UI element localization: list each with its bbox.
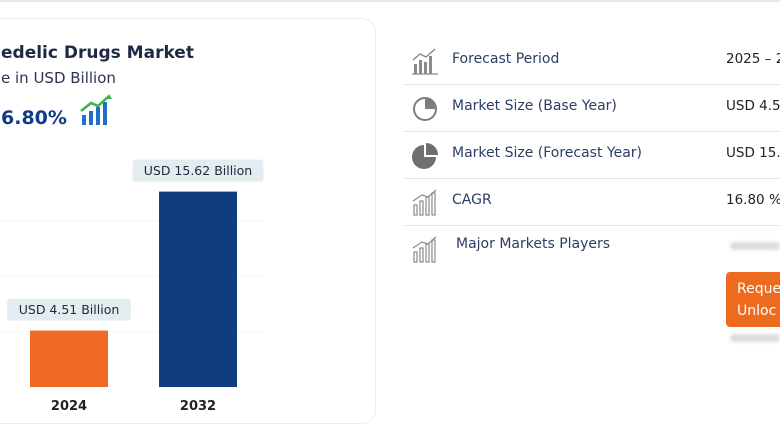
row-label: Market Size (Base Year) bbox=[452, 98, 617, 114]
market-summary-table: Forecast Period 2025 – 2 Market Size (Ba… bbox=[404, 38, 780, 346]
chart-subtitle: e in USD Billion bbox=[1, 69, 116, 87]
top-divider bbox=[0, 0, 780, 2]
bar-chart-icon bbox=[412, 48, 438, 75]
row-value: USD 15.6 bbox=[726, 145, 780, 161]
category-label: 2024 bbox=[51, 399, 87, 414]
table-row-forecast-period: Forecast Period 2025 – 2 bbox=[404, 38, 780, 85]
blurred-content bbox=[730, 242, 780, 250]
chart-title: edelic Drugs Market bbox=[1, 43, 194, 63]
button-line-1: Reque bbox=[737, 281, 780, 297]
blurred-content bbox=[730, 334, 780, 342]
row-label: CAGR bbox=[452, 192, 492, 208]
table-row-cagr: CAGR 16.80 % bbox=[404, 179, 780, 226]
row-value: 2025 – 2 bbox=[726, 51, 780, 67]
growth-trend-icon bbox=[80, 94, 112, 125]
button-line-2: Unloc bbox=[737, 303, 777, 319]
bar-chart-icon bbox=[412, 236, 437, 263]
data-label: USD 15.62 Billion bbox=[144, 163, 252, 178]
pie-chart-outline-icon bbox=[413, 97, 437, 121]
bar-2032 bbox=[159, 191, 237, 387]
table-row-forecast-year: Market Size (Forecast Year) USD 15.6 bbox=[404, 132, 780, 179]
row-label: Market Size (Forecast Year) bbox=[452, 145, 643, 161]
data-label: USD 4.51 Billion bbox=[19, 302, 120, 317]
data-label-box bbox=[7, 298, 131, 321]
category-label: 2032 bbox=[180, 399, 216, 414]
cagr-value: 6.80% bbox=[1, 107, 67, 129]
data-label-box bbox=[132, 159, 264, 182]
table-row-major-players: Major Markets Players bbox=[404, 226, 780, 346]
bar-2024 bbox=[30, 330, 108, 387]
request-sample-button[interactable]: Reque Unloc bbox=[726, 272, 780, 327]
growth-chart-icon bbox=[412, 189, 437, 216]
row-value: 16.80 % bbox=[726, 192, 780, 208]
pie-chart-filled-icon bbox=[412, 143, 438, 169]
table-row-base-year: Market Size (Base Year) USD 4.5 bbox=[404, 85, 780, 132]
row-label: Forecast Period bbox=[452, 51, 560, 67]
row-value: USD 4.5 bbox=[726, 98, 780, 114]
chart-card: edelic Drugs Market e in USD Billion 6.8… bbox=[0, 18, 376, 424]
bar-chart: USD 4.51 Billion 2024 USD 15.62 Billion 203… bbox=[1, 159, 264, 414]
row-label: Major Markets Players bbox=[456, 236, 611, 252]
